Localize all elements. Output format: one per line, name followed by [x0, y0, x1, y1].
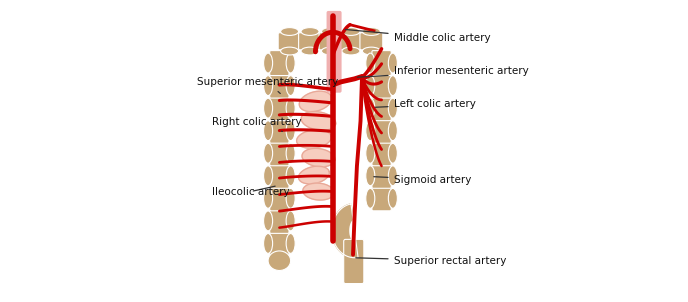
- FancyBboxPatch shape: [372, 73, 391, 98]
- Ellipse shape: [388, 121, 398, 141]
- FancyBboxPatch shape: [319, 33, 342, 50]
- Polygon shape: [302, 148, 335, 167]
- Ellipse shape: [286, 76, 295, 95]
- Ellipse shape: [363, 27, 380, 35]
- Ellipse shape: [286, 166, 295, 186]
- Ellipse shape: [264, 98, 272, 118]
- FancyBboxPatch shape: [270, 73, 289, 98]
- Ellipse shape: [264, 188, 272, 208]
- Polygon shape: [299, 91, 332, 112]
- FancyBboxPatch shape: [360, 33, 383, 50]
- Polygon shape: [297, 130, 331, 148]
- Ellipse shape: [388, 188, 398, 208]
- Ellipse shape: [268, 251, 290, 271]
- FancyBboxPatch shape: [270, 141, 289, 166]
- Ellipse shape: [286, 121, 295, 141]
- FancyBboxPatch shape: [339, 33, 363, 50]
- Polygon shape: [332, 204, 358, 258]
- Ellipse shape: [363, 47, 380, 55]
- FancyBboxPatch shape: [270, 96, 289, 120]
- FancyBboxPatch shape: [270, 231, 289, 256]
- Ellipse shape: [366, 53, 375, 73]
- Ellipse shape: [388, 166, 398, 186]
- Ellipse shape: [342, 47, 360, 55]
- Text: Superior mesenteric artery: Superior mesenteric artery: [197, 77, 338, 94]
- Ellipse shape: [366, 143, 375, 163]
- Text: Inferior mesenteric artery: Inferior mesenteric artery: [357, 66, 528, 77]
- Polygon shape: [303, 183, 334, 200]
- Ellipse shape: [286, 233, 295, 253]
- FancyBboxPatch shape: [372, 51, 391, 76]
- Ellipse shape: [321, 47, 339, 55]
- FancyBboxPatch shape: [270, 186, 289, 211]
- FancyBboxPatch shape: [344, 239, 364, 284]
- Ellipse shape: [264, 76, 272, 95]
- Ellipse shape: [366, 166, 375, 186]
- Ellipse shape: [366, 98, 375, 118]
- Text: Superior rectal artery: Superior rectal artery: [356, 256, 506, 266]
- Ellipse shape: [286, 188, 295, 208]
- FancyBboxPatch shape: [372, 96, 391, 120]
- Ellipse shape: [301, 27, 319, 35]
- Ellipse shape: [264, 121, 272, 141]
- Ellipse shape: [301, 47, 319, 55]
- Ellipse shape: [264, 53, 272, 73]
- Ellipse shape: [366, 188, 375, 208]
- FancyBboxPatch shape: [372, 118, 391, 143]
- Ellipse shape: [286, 211, 295, 231]
- Ellipse shape: [264, 166, 272, 186]
- Ellipse shape: [388, 76, 398, 95]
- Ellipse shape: [286, 98, 295, 118]
- FancyBboxPatch shape: [270, 208, 289, 233]
- Ellipse shape: [281, 47, 299, 55]
- Ellipse shape: [286, 53, 295, 73]
- Ellipse shape: [388, 143, 398, 163]
- Ellipse shape: [366, 121, 375, 141]
- FancyBboxPatch shape: [278, 33, 301, 50]
- Text: Sigmoid artery: Sigmoid artery: [374, 175, 471, 185]
- Ellipse shape: [286, 143, 295, 163]
- Text: Ileocolic artery: Ileocolic artery: [212, 186, 290, 197]
- Ellipse shape: [264, 211, 272, 231]
- Ellipse shape: [264, 143, 272, 163]
- Text: Left colic artery: Left colic artery: [376, 99, 475, 109]
- FancyBboxPatch shape: [372, 141, 391, 166]
- FancyBboxPatch shape: [270, 163, 289, 188]
- Ellipse shape: [388, 98, 398, 118]
- FancyBboxPatch shape: [372, 186, 391, 211]
- Ellipse shape: [342, 27, 360, 35]
- Ellipse shape: [366, 76, 375, 95]
- FancyBboxPatch shape: [299, 33, 321, 50]
- FancyBboxPatch shape: [372, 163, 391, 188]
- Ellipse shape: [321, 27, 339, 35]
- Polygon shape: [301, 111, 336, 130]
- Text: Right colic artery: Right colic artery: [212, 117, 301, 131]
- Ellipse shape: [281, 27, 299, 35]
- FancyBboxPatch shape: [270, 51, 289, 76]
- Ellipse shape: [388, 53, 398, 73]
- FancyBboxPatch shape: [270, 118, 289, 143]
- Ellipse shape: [264, 233, 272, 253]
- FancyBboxPatch shape: [327, 11, 342, 93]
- Text: Middle colic artery: Middle colic artery: [345, 30, 491, 43]
- Polygon shape: [299, 166, 330, 184]
